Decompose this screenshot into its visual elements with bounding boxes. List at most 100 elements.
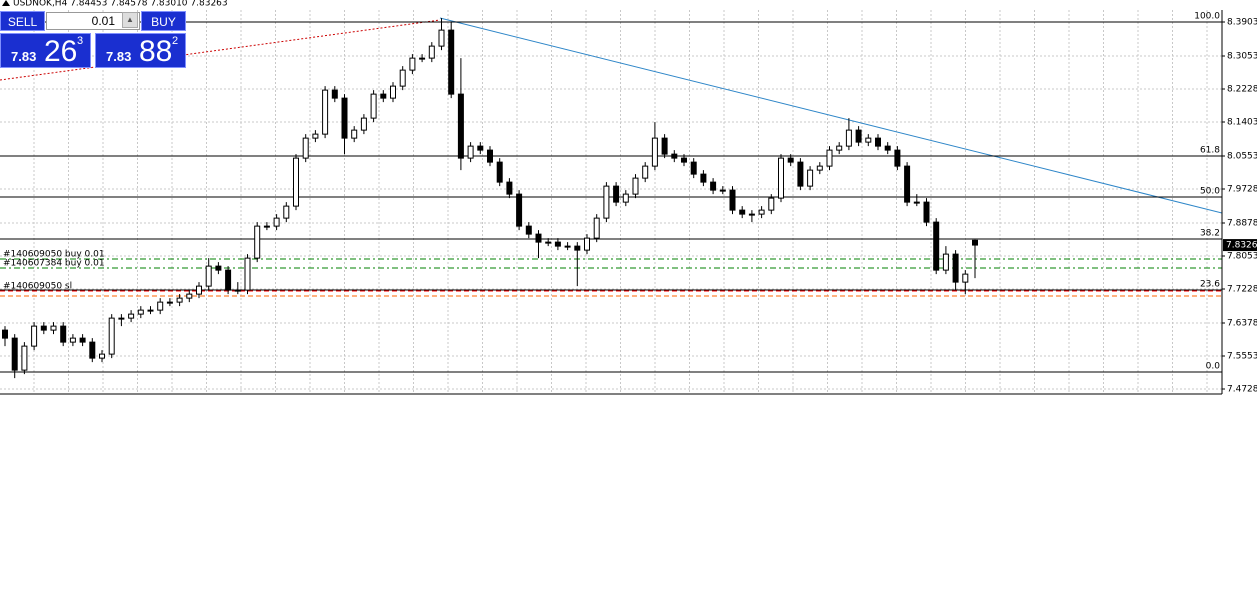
candle: [11, 334, 18, 379]
candle-body: [603, 185, 610, 219]
candle: [816, 162, 823, 175]
candle: [797, 158, 804, 191]
candle-body: [719, 189, 726, 192]
candle: [263, 222, 270, 231]
candle: [933, 218, 940, 275]
candle: [312, 130, 319, 143]
candle-body: [778, 157, 784, 199]
price-pips: 88: [139, 35, 173, 68]
candle: [593, 214, 600, 243]
candle-body: [797, 161, 804, 187]
buy-button[interactable]: BUY: [141, 11, 186, 31]
grid: [0, 10, 1222, 394]
candle-body: [545, 241, 552, 244]
one-click-trading: SELL ▼ 0.01 ▲ BUY 7.83 26 3 7.83 88 2: [0, 11, 186, 68]
candle: [710, 178, 717, 195]
candle: [89, 338, 96, 363]
candle: [21, 342, 28, 375]
candle-body: [884, 145, 891, 151]
candle-body: [234, 289, 241, 292]
candle-body: [21, 345, 28, 371]
y-tick-label: 7.88780: [1227, 219, 1257, 229]
candle: [942, 246, 949, 275]
candle: [186, 290, 193, 303]
candle: [128, 310, 135, 323]
lot-up[interactable]: ▲: [122, 12, 138, 28]
candle-body: [137, 309, 144, 315]
candle-body: [196, 285, 202, 295]
candle: [506, 178, 513, 199]
candle: [302, 134, 309, 163]
candle-body: [632, 177, 639, 195]
candle: [118, 314, 125, 327]
candle-body: [554, 241, 561, 247]
candle-body: [855, 129, 862, 143]
candle: [225, 266, 232, 295]
candle-body: [157, 301, 164, 311]
candle-body: [894, 149, 901, 167]
collapse-icon[interactable]: [2, 0, 10, 6]
candle-body: [419, 57, 426, 60]
candle-body: [787, 157, 794, 163]
candle: [2, 326, 8, 347]
candle: [545, 238, 552, 247]
candle: [574, 242, 581, 287]
y-tick-label: 7.97280: [1227, 185, 1257, 195]
candle-body: [302, 137, 309, 159]
candle-body: [293, 157, 299, 207]
candle: [69, 334, 76, 347]
candle-body: [535, 233, 542, 243]
candle: [554, 238, 561, 251]
y-tick-label: 7.55530: [1227, 352, 1257, 362]
candle-body: [593, 217, 600, 239]
candle-body: [399, 69, 406, 87]
candle-body: [923, 201, 930, 223]
candle: [952, 250, 959, 291]
candle: [642, 162, 649, 183]
candle-body: [952, 253, 959, 283]
candle: [166, 298, 173, 307]
y-tick-label: 7.72280: [1227, 285, 1257, 295]
candle-body: [244, 257, 251, 291]
candle: [690, 158, 697, 179]
candle-body: [390, 85, 396, 99]
candle: [79, 334, 86, 347]
candle-body: [700, 173, 707, 183]
candle: [787, 154, 794, 167]
candle-body: [710, 181, 717, 191]
plot-area: 100.0 61.8 50.0 38.2 23.6 0.0 #140609050 buy 0…: [0, 12, 1222, 379]
candle: [370, 90, 377, 123]
candle-body: [584, 237, 590, 251]
candle: [234, 282, 241, 295]
y-tick-label: 8.14030: [1227, 118, 1257, 128]
buy-quote[interactable]: 7.83 88 2: [95, 33, 186, 68]
candle-body: [457, 93, 464, 159]
candle-body: [2, 329, 8, 339]
candle-body: [807, 169, 814, 187]
candle-body: [360, 117, 367, 131]
order-label: #140609050 buy 0.01: [3, 250, 105, 260]
candle: [962, 270, 969, 295]
candle-body: [11, 337, 18, 371]
candle: [147, 306, 154, 315]
candle-body: [438, 29, 445, 47]
sell-button[interactable]: SELL: [0, 11, 45, 31]
candle: [108, 314, 115, 359]
candle: [477, 142, 484, 155]
candle-body: [263, 225, 270, 228]
candle: [875, 134, 881, 151]
candle: [487, 146, 493, 167]
candle-body: [962, 273, 969, 283]
candle: [293, 154, 299, 211]
candle-body: [671, 153, 678, 159]
candle: [31, 322, 38, 351]
candle-body: [60, 325, 67, 343]
candle: [884, 142, 891, 155]
candle: [380, 90, 387, 103]
candle: [516, 190, 523, 231]
candle-body: [205, 265, 212, 287]
lot-input[interactable]: 0.01: [46, 12, 140, 30]
sell-quote[interactable]: 7.83 26 3: [0, 33, 91, 68]
order-label: #140607384 buy 0.01: [3, 259, 105, 269]
